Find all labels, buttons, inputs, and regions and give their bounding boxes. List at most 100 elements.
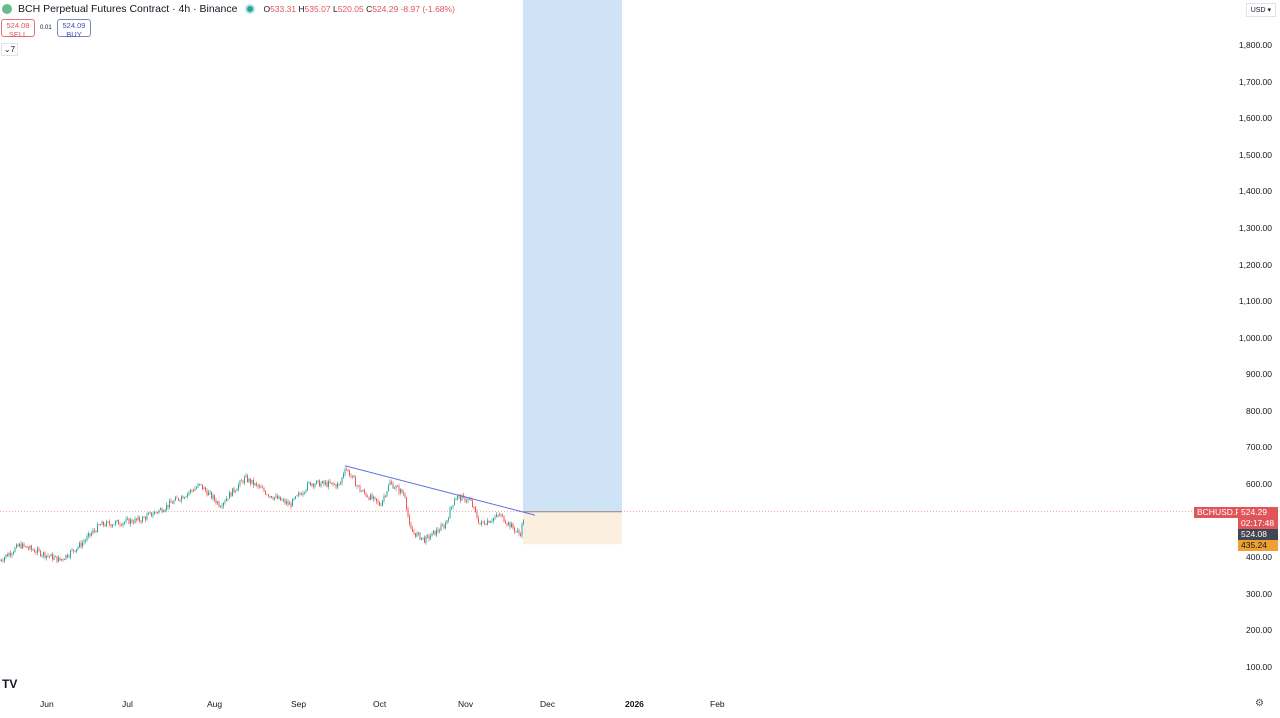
candle-body bbox=[383, 496, 385, 501]
candle-body bbox=[214, 495, 215, 501]
candle-body bbox=[262, 487, 263, 489]
candle-body bbox=[437, 529, 439, 532]
candle-body bbox=[104, 525, 106, 527]
buy-price: 524.09 bbox=[62, 21, 86, 30]
candle-body bbox=[518, 530, 520, 535]
y-tick-label: 1,300.00 bbox=[1238, 222, 1272, 233]
candle-body bbox=[425, 536, 427, 543]
candle-body bbox=[82, 542, 83, 547]
candle-body bbox=[514, 528, 515, 532]
candle-body bbox=[353, 475, 355, 478]
candle-body bbox=[295, 496, 296, 499]
candle-body bbox=[292, 498, 293, 507]
candle-body bbox=[146, 514, 148, 520]
candle-body bbox=[347, 469, 349, 471]
candle-body bbox=[355, 477, 356, 487]
candle-body bbox=[391, 482, 392, 484]
candle-body bbox=[401, 489, 403, 493]
candle-body bbox=[137, 517, 139, 520]
candle-body bbox=[427, 535, 428, 537]
candle-body bbox=[517, 530, 518, 532]
candle-body bbox=[224, 501, 226, 503]
candle-body bbox=[184, 497, 185, 499]
candle-body bbox=[169, 500, 170, 508]
candle-body bbox=[413, 531, 415, 534]
trendline bbox=[344, 465, 536, 516]
candle-body bbox=[58, 557, 59, 562]
candle-body bbox=[1, 560, 2, 562]
candle-body bbox=[242, 480, 244, 483]
candle-body bbox=[454, 499, 455, 506]
candle-body bbox=[278, 496, 280, 499]
candle-body bbox=[475, 507, 476, 512]
candle-body bbox=[323, 481, 325, 484]
symbol-title[interactable]: BCH Perpetual Futures Contract · 4h · Bi… bbox=[18, 3, 238, 15]
candle-body bbox=[47, 555, 49, 557]
y-tick-label: 1,800.00 bbox=[1238, 39, 1272, 50]
candle-body bbox=[86, 536, 88, 541]
candle-body bbox=[326, 482, 328, 487]
candle-body bbox=[89, 533, 91, 536]
candle-body bbox=[499, 515, 500, 516]
x-tick-label: Feb bbox=[710, 699, 725, 709]
buy-button[interactable]: 524.09 BUY bbox=[57, 19, 91, 39]
candle-body bbox=[310, 482, 311, 486]
candle-body bbox=[220, 506, 221, 508]
candle-body bbox=[155, 511, 157, 513]
candle-body bbox=[478, 517, 479, 524]
candle-body bbox=[37, 548, 38, 553]
candle-body bbox=[127, 518, 128, 520]
candle-body bbox=[140, 521, 142, 522]
candle-body bbox=[446, 520, 448, 524]
y-tick-label: 700.00 bbox=[1246, 442, 1272, 453]
candle-body bbox=[520, 534, 521, 536]
candle-body bbox=[149, 512, 151, 514]
candle-body bbox=[281, 500, 283, 501]
candle-body bbox=[4, 557, 5, 561]
candle-body bbox=[350, 475, 352, 477]
candle-body bbox=[359, 485, 361, 492]
candle-body bbox=[218, 501, 220, 507]
currency-select[interactable]: USD ▾ bbox=[1245, 3, 1276, 17]
candle-body bbox=[43, 552, 44, 556]
candle-body bbox=[167, 504, 169, 508]
indicators-toggle[interactable]: ⌄7 bbox=[1, 43, 18, 56]
candle-body bbox=[164, 509, 166, 512]
sell-button[interactable]: 524.08 SELL bbox=[1, 19, 35, 39]
candle-body bbox=[308, 482, 310, 484]
candle-body bbox=[233, 488, 235, 492]
candle-body bbox=[395, 486, 397, 489]
candle-body bbox=[244, 477, 245, 483]
candle-body bbox=[296, 495, 298, 497]
candle-body bbox=[481, 521, 482, 525]
candle-body bbox=[59, 557, 61, 561]
candle-body bbox=[13, 552, 14, 554]
candle-body bbox=[448, 518, 449, 521]
candle-body bbox=[52, 554, 53, 560]
candle-body bbox=[223, 502, 224, 507]
candle-body bbox=[382, 500, 383, 506]
tradingview-logo[interactable]: TV bbox=[2, 677, 18, 691]
candle-body bbox=[340, 483, 341, 485]
candle-body bbox=[151, 512, 152, 516]
settings-gear-icon[interactable]: ⚙ bbox=[1255, 698, 1264, 709]
candle-body bbox=[313, 483, 314, 487]
candle-body bbox=[190, 489, 191, 493]
y-tick-label: 100.00 bbox=[1246, 662, 1272, 672]
candle-body bbox=[143, 517, 145, 518]
candle-body bbox=[247, 475, 248, 483]
candle-body bbox=[245, 475, 247, 478]
candle-body bbox=[503, 515, 505, 522]
candle-body bbox=[41, 555, 43, 557]
candle-body bbox=[484, 522, 485, 525]
candle-body bbox=[455, 498, 457, 500]
candle-body bbox=[28, 548, 29, 549]
spread: 0.01 bbox=[40, 25, 52, 31]
candle-body bbox=[92, 530, 94, 534]
candle-body bbox=[505, 521, 506, 524]
candle-body bbox=[301, 494, 302, 495]
candle-body bbox=[386, 491, 388, 497]
candle-body bbox=[325, 482, 326, 484]
candle-body bbox=[152, 514, 154, 516]
